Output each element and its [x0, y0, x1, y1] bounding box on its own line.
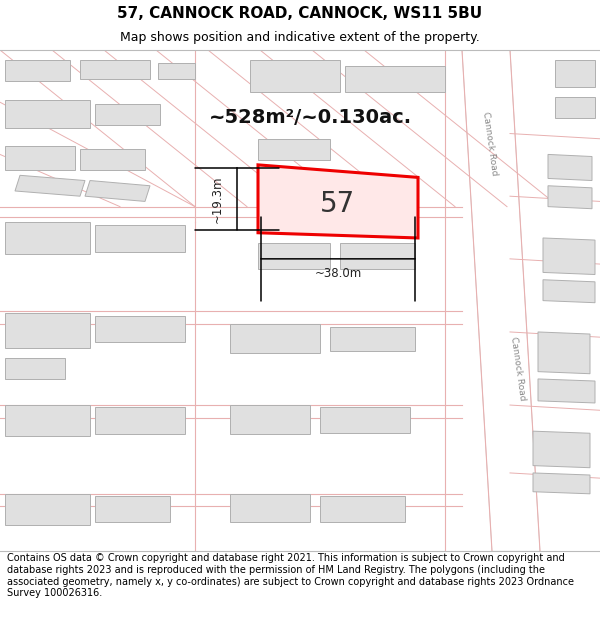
Polygon shape	[538, 332, 590, 374]
Polygon shape	[95, 316, 185, 342]
Text: Cannock Road: Cannock Road	[481, 111, 499, 176]
Polygon shape	[320, 407, 410, 433]
Polygon shape	[85, 181, 150, 201]
Polygon shape	[258, 139, 330, 159]
Polygon shape	[95, 496, 170, 522]
Text: Cannock Road: Cannock Road	[509, 336, 527, 401]
Polygon shape	[5, 222, 90, 254]
Polygon shape	[5, 146, 75, 170]
Polygon shape	[555, 97, 595, 118]
Polygon shape	[15, 175, 85, 196]
Polygon shape	[533, 431, 590, 468]
Polygon shape	[462, 50, 540, 551]
Polygon shape	[543, 280, 595, 302]
Polygon shape	[80, 149, 145, 170]
Text: ~38.0m: ~38.0m	[314, 267, 362, 280]
Polygon shape	[158, 62, 195, 79]
Polygon shape	[230, 494, 310, 522]
Polygon shape	[345, 66, 445, 92]
Polygon shape	[95, 104, 160, 125]
Polygon shape	[340, 243, 415, 269]
Polygon shape	[330, 327, 415, 351]
Polygon shape	[258, 243, 330, 269]
Polygon shape	[5, 358, 65, 379]
Polygon shape	[5, 313, 90, 348]
Text: Map shows position and indicative extent of the property.: Map shows position and indicative extent…	[120, 31, 480, 44]
Polygon shape	[5, 100, 90, 128]
Polygon shape	[5, 405, 90, 436]
Polygon shape	[555, 61, 595, 86]
Text: 57, CANNOCK ROAD, CANNOCK, WS11 5BU: 57, CANNOCK ROAD, CANNOCK, WS11 5BU	[118, 6, 482, 21]
Polygon shape	[548, 154, 592, 181]
Polygon shape	[230, 405, 310, 434]
Polygon shape	[5, 494, 90, 525]
Text: ~19.3m: ~19.3m	[211, 175, 223, 222]
Polygon shape	[250, 61, 340, 92]
Polygon shape	[533, 473, 590, 494]
Text: Contains OS data © Crown copyright and database right 2021. This information is : Contains OS data © Crown copyright and d…	[7, 554, 574, 598]
Polygon shape	[95, 407, 185, 434]
Polygon shape	[80, 61, 150, 79]
Text: 57: 57	[319, 189, 355, 218]
Polygon shape	[320, 496, 405, 522]
Polygon shape	[543, 238, 595, 274]
Polygon shape	[5, 61, 70, 81]
Polygon shape	[258, 165, 418, 238]
Polygon shape	[230, 324, 320, 353]
Polygon shape	[95, 226, 185, 251]
Polygon shape	[548, 186, 592, 209]
Text: ~528m²/~0.130ac.: ~528m²/~0.130ac.	[208, 108, 412, 127]
Polygon shape	[538, 379, 595, 403]
